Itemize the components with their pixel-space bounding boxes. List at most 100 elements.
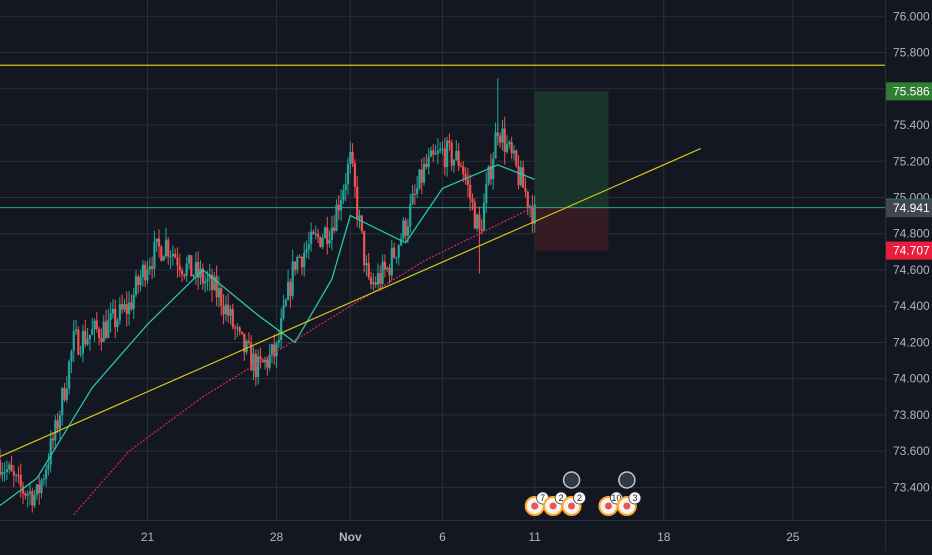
candle-body [379, 273, 382, 284]
candle-body [56, 420, 59, 429]
candle-body [409, 203, 412, 227]
candle-body [38, 484, 41, 494]
candle-body [280, 318, 283, 341]
candle-body [420, 169, 423, 183]
candle-body [471, 198, 474, 203]
flag-event-icon [562, 471, 581, 489]
candle-body [333, 227, 336, 231]
time-axis-label: Nov [339, 530, 362, 544]
price-axis-label: 75.800 [893, 46, 930, 60]
candle-body [121, 304, 124, 310]
candle-body [134, 276, 138, 295]
event-count-label: 7 [540, 493, 545, 503]
candle-body [116, 320, 119, 328]
candle-body [19, 475, 22, 487]
price-axis-label: 73.400 [893, 480, 930, 494]
candle-body [501, 128, 504, 143]
candle-body [289, 281, 292, 296]
candle-body [346, 164, 350, 185]
price-badge-label: 75.586 [893, 84, 930, 98]
candle-body [512, 150, 516, 154]
candle-body [462, 166, 465, 175]
candle-body [386, 267, 389, 270]
candle-body [300, 256, 304, 268]
candle-body [91, 329, 94, 335]
event-count-label: 3 [632, 493, 637, 503]
candle-body [492, 158, 495, 180]
candle-body [247, 341, 251, 344]
candle-body [439, 149, 442, 151]
moving-average-slow [73, 206, 535, 515]
candle-body [206, 278, 209, 282]
candle-body [475, 214, 479, 229]
candle-body [293, 261, 297, 270]
candle-body [0, 460, 2, 475]
candle-body [68, 361, 71, 389]
candle-body [139, 277, 142, 286]
price-badge-bg [886, 241, 932, 260]
candle-body [524, 187, 527, 192]
candle-body [466, 179, 469, 185]
candle-body [109, 313, 112, 321]
candle-body [457, 150, 460, 166]
candle-body [151, 266, 154, 269]
economic-event-dot [531, 502, 539, 510]
candle-body [395, 257, 398, 259]
candle-body [192, 275, 195, 277]
time-axis-label: 18 [657, 530, 671, 544]
candle-body [528, 206, 532, 208]
candle-body [485, 183, 488, 203]
candle-body [418, 169, 421, 189]
candle-body [17, 475, 20, 477]
time-axis-label: 21 [141, 530, 155, 544]
candle-body [411, 193, 414, 204]
candle-body [429, 150, 433, 157]
candle-body [137, 276, 140, 286]
candle-body [157, 238, 161, 247]
candle-body [164, 239, 168, 257]
candle-body [144, 264, 147, 281]
candle-body [183, 274, 186, 276]
candle-body [227, 304, 230, 316]
candle-body [47, 464, 50, 470]
candle-body [422, 163, 426, 183]
candle-body [208, 274, 211, 279]
candle-body [222, 305, 225, 315]
candle-body [339, 200, 343, 211]
candle-body [402, 220, 405, 239]
candle-body [111, 308, 115, 314]
candle-body [397, 245, 400, 258]
economic-event-dot [568, 502, 576, 510]
candle-body [146, 269, 149, 281]
candle-body [464, 174, 467, 180]
event-count-label: 2 [559, 493, 564, 503]
candle-body [305, 249, 308, 253]
candle-body [519, 167, 522, 186]
candle-body [441, 148, 444, 150]
candle-body [77, 329, 80, 355]
time-axis-label: 25 [786, 530, 800, 544]
candle-body [1, 471, 4, 475]
candle-body [12, 471, 15, 476]
candle-body [63, 388, 66, 400]
stop-zone [534, 207, 609, 251]
candle-body [261, 359, 264, 363]
candle-body [104, 321, 108, 338]
price-axis-label: 73.800 [893, 408, 930, 422]
candle-body [98, 329, 101, 339]
candle-body [383, 261, 386, 270]
candle-body [360, 215, 363, 231]
candle-body [210, 274, 214, 290]
candle-body [252, 353, 255, 371]
candle-body [162, 256, 165, 261]
price-axis-label: 74.400 [893, 299, 930, 313]
candle-body [153, 242, 156, 269]
candle-body [356, 186, 359, 219]
candle-body [406, 226, 410, 236]
time-axis-label: 28 [270, 530, 284, 544]
candle-body [148, 266, 151, 270]
candle-body [171, 253, 174, 257]
